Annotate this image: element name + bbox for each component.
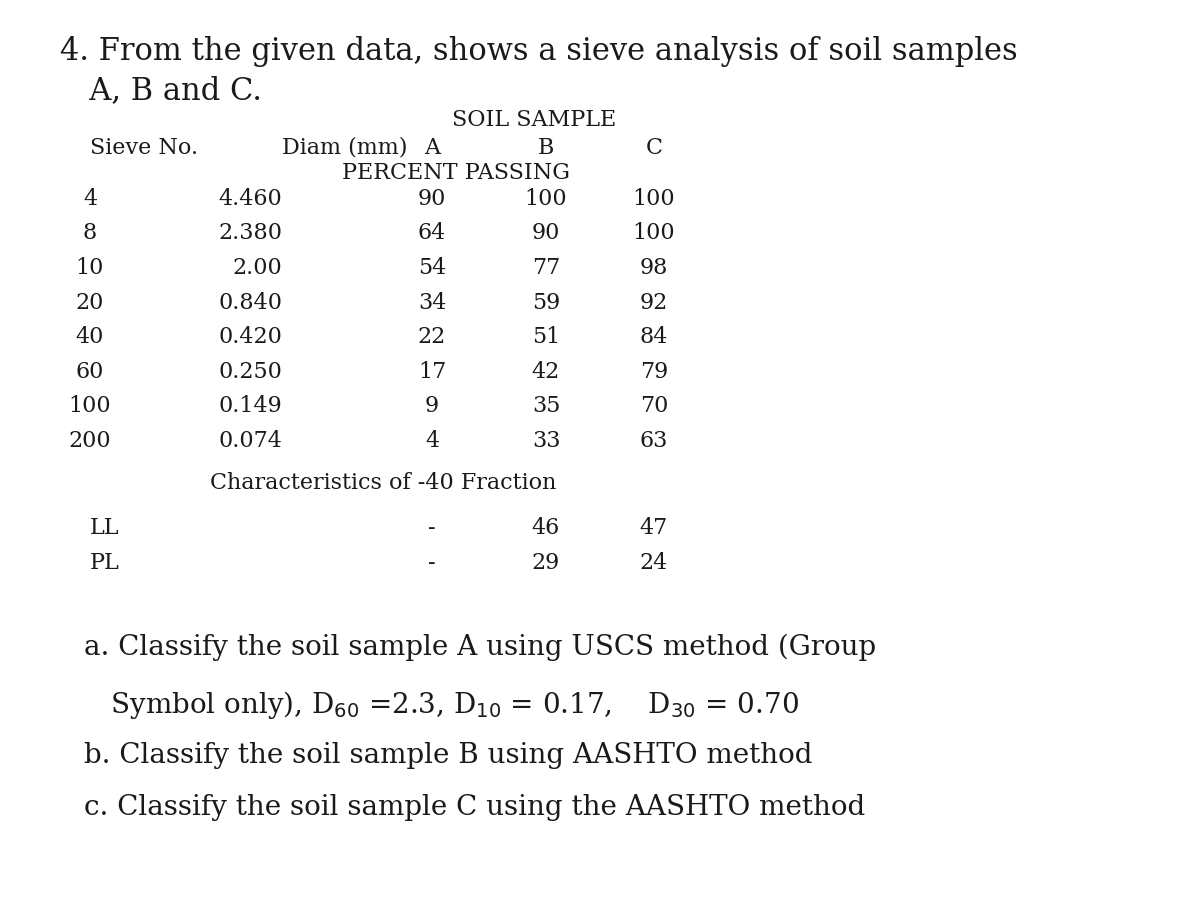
- Text: c. Classify the soil sample C using the AASHTO method: c. Classify the soil sample C using the …: [84, 794, 865, 822]
- Text: 100: 100: [524, 188, 568, 210]
- Text: 59: 59: [532, 292, 560, 313]
- Text: a. Classify the soil sample A using USCS method (Group: a. Classify the soil sample A using USCS…: [84, 634, 876, 661]
- Text: 100: 100: [632, 222, 676, 244]
- Text: A, B and C.: A, B and C.: [60, 75, 262, 106]
- Text: LL: LL: [90, 517, 120, 539]
- Text: 0.420: 0.420: [218, 326, 282, 348]
- Text: 100: 100: [68, 395, 112, 417]
- Text: A: A: [424, 137, 440, 159]
- Text: 92: 92: [640, 292, 668, 313]
- Text: 90: 90: [532, 222, 560, 244]
- Text: Characteristics of -40 Fraction: Characteristics of -40 Fraction: [210, 472, 557, 494]
- Text: 42: 42: [532, 361, 560, 383]
- Text: PL: PL: [90, 552, 120, 574]
- Text: 10: 10: [76, 257, 104, 279]
- Text: 77: 77: [532, 257, 560, 279]
- Text: 17: 17: [418, 361, 446, 383]
- Text: 4. From the given data, shows a sieve analysis of soil samples: 4. From the given data, shows a sieve an…: [60, 36, 1018, 67]
- Text: 33: 33: [532, 430, 560, 452]
- Text: 24: 24: [640, 552, 668, 574]
- Text: 34: 34: [418, 292, 446, 313]
- Text: 4: 4: [425, 430, 439, 452]
- Text: PERCENT PASSING: PERCENT PASSING: [342, 162, 570, 184]
- Text: 9: 9: [425, 395, 439, 417]
- Text: 35: 35: [532, 395, 560, 417]
- Text: 20: 20: [76, 292, 104, 313]
- Text: 4: 4: [83, 188, 97, 210]
- Text: 8: 8: [83, 222, 97, 244]
- Text: 200: 200: [68, 430, 112, 452]
- Text: 64: 64: [418, 222, 446, 244]
- Text: 51: 51: [532, 326, 560, 348]
- Text: 4.460: 4.460: [218, 188, 282, 210]
- Text: 98: 98: [640, 257, 668, 279]
- Text: 40: 40: [76, 326, 104, 348]
- Text: 0.840: 0.840: [218, 292, 282, 313]
- Text: 84: 84: [640, 326, 668, 348]
- Text: 47: 47: [640, 517, 668, 539]
- Text: 2.380: 2.380: [218, 222, 282, 244]
- Text: Sieve No.: Sieve No.: [90, 137, 198, 159]
- Text: -: -: [428, 552, 436, 574]
- Text: 63: 63: [640, 430, 668, 452]
- Text: 29: 29: [532, 552, 560, 574]
- Text: 100: 100: [632, 188, 676, 210]
- Text: b. Classify the soil sample B using AASHTO method: b. Classify the soil sample B using AASH…: [84, 742, 812, 769]
- Text: -: -: [428, 517, 436, 539]
- Text: 60: 60: [76, 361, 104, 383]
- Text: 79: 79: [640, 361, 668, 383]
- Text: Symbol only), D$_{60}$ =2.3, D$_{10}$ = 0.17,    D$_{30}$ = 0.70: Symbol only), D$_{60}$ =2.3, D$_{10}$ = …: [84, 689, 799, 721]
- Text: B: B: [538, 137, 554, 159]
- Text: 0.074: 0.074: [218, 430, 282, 452]
- Text: 22: 22: [418, 326, 446, 348]
- Text: 54: 54: [418, 257, 446, 279]
- Text: 0.250: 0.250: [218, 361, 282, 383]
- Text: 2.00: 2.00: [233, 257, 282, 279]
- Text: Diam (mm): Diam (mm): [282, 137, 408, 159]
- Text: 0.149: 0.149: [218, 395, 282, 417]
- Text: 90: 90: [418, 188, 446, 210]
- Text: SOIL SAMPLE: SOIL SAMPLE: [452, 109, 616, 131]
- Text: C: C: [646, 137, 662, 159]
- Text: 46: 46: [532, 517, 560, 539]
- Text: 70: 70: [640, 395, 668, 417]
